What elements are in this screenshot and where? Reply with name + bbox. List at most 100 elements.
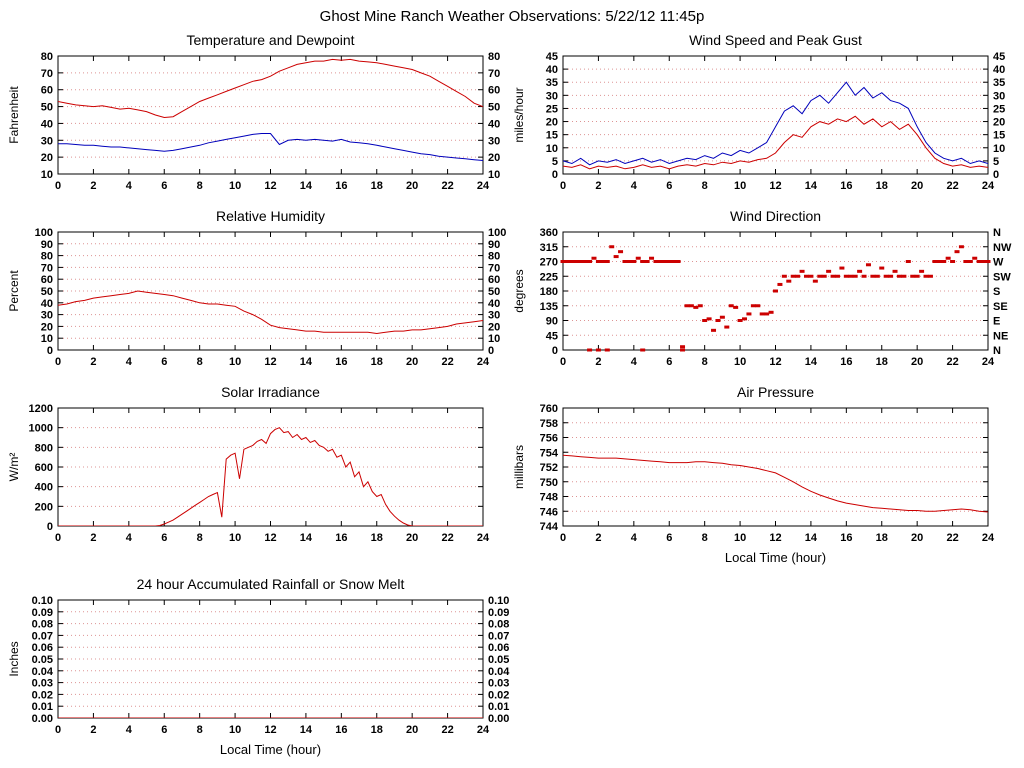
chart-title: Relative Humidity: [216, 208, 325, 224]
svg-text:0.02: 0.02: [32, 689, 53, 701]
svg-text:30: 30: [546, 90, 558, 102]
svg-text:0: 0: [552, 345, 558, 357]
svg-text:10: 10: [993, 143, 1005, 155]
svg-text:14: 14: [300, 356, 313, 368]
svg-text:45: 45: [993, 51, 1005, 63]
svg-text:22: 22: [946, 180, 958, 192]
svg-text:20: 20: [488, 152, 500, 164]
svg-text:16: 16: [840, 180, 852, 192]
svg-text:50: 50: [41, 102, 53, 114]
svg-text:6: 6: [161, 532, 167, 544]
svg-text:60: 60: [41, 274, 53, 286]
svg-text:0: 0: [552, 169, 558, 181]
svg-text:24: 24: [477, 180, 490, 192]
svg-text:20: 20: [911, 532, 923, 544]
svg-text:8: 8: [197, 532, 203, 544]
chart-plot: 0.00 0.000.01 0.010.02 0.020.03 0.030.04 0.04…: [7, 595, 510, 736]
svg-text:22: 22: [441, 356, 453, 368]
svg-text:0: 0: [560, 356, 566, 368]
svg-text:10: 10: [488, 169, 500, 181]
chart-title: Temperature and Dewpoint: [186, 32, 355, 48]
svg-text:18: 18: [371, 356, 383, 368]
svg-text:Percent: Percent: [7, 270, 21, 312]
svg-text:NE: NE: [993, 330, 1008, 342]
svg-text:10: 10: [734, 532, 746, 544]
svg-text:800: 800: [35, 442, 53, 454]
svg-text:30: 30: [993, 90, 1005, 102]
svg-text:20: 20: [406, 532, 418, 544]
svg-text:20: 20: [546, 117, 558, 129]
svg-text:0.01: 0.01: [488, 701, 509, 713]
svg-text:4: 4: [126, 532, 133, 544]
chart-title: 24 hour Accumulated Rainfall or Snow Mel…: [136, 576, 405, 592]
svg-text:14: 14: [805, 532, 818, 544]
svg-text:60: 60: [488, 274, 500, 286]
svg-text:40: 40: [41, 118, 53, 130]
svg-text:25: 25: [993, 103, 1005, 115]
svg-text:2: 2: [90, 356, 96, 368]
svg-text:22: 22: [946, 532, 958, 544]
svg-text:12: 12: [264, 180, 276, 192]
svg-text:760: 760: [540, 403, 558, 415]
svg-text:12: 12: [264, 356, 276, 368]
svg-text:24: 24: [982, 532, 995, 544]
svg-text:30: 30: [488, 310, 500, 322]
svg-text:SE: SE: [993, 301, 1008, 313]
svg-text:E: E: [993, 316, 1000, 328]
svg-text:0.05: 0.05: [488, 654, 509, 666]
svg-text:14: 14: [805, 180, 818, 192]
svg-text:2: 2: [90, 724, 96, 736]
svg-text:24: 24: [477, 532, 490, 544]
svg-text:1000: 1000: [29, 423, 53, 435]
svg-text:0: 0: [55, 356, 61, 368]
svg-text:20: 20: [406, 724, 418, 736]
svg-text:16: 16: [840, 532, 852, 544]
chart-relative-humidity: Relative Humidity 0 0 10 10 20 20 30 30 40 40 50 50 6…: [6, 206, 511, 374]
chart-title: Solar Irradiance: [221, 384, 320, 400]
svg-text:20: 20: [488, 321, 500, 333]
svg-text:18: 18: [371, 180, 383, 192]
svg-text:10: 10: [546, 143, 558, 155]
svg-text:40: 40: [488, 298, 500, 310]
chart-title: Wind Direction: [729, 208, 822, 224]
svg-text:10: 10: [229, 356, 241, 368]
svg-text:10: 10: [229, 180, 241, 192]
svg-text:24: 24: [982, 356, 995, 368]
svg-text:0.04: 0.04: [32, 666, 54, 678]
svg-text:90: 90: [41, 239, 53, 251]
svg-text:4: 4: [631, 356, 638, 368]
svg-text:6: 6: [666, 532, 672, 544]
svg-text:135: 135: [540, 301, 558, 313]
svg-text:0.08: 0.08: [488, 619, 509, 631]
svg-text:10: 10: [41, 169, 53, 181]
svg-text:0.04: 0.04: [488, 666, 510, 678]
svg-text:10: 10: [229, 724, 241, 736]
svg-text:0.09: 0.09: [32, 607, 53, 619]
svg-text:15: 15: [993, 130, 1005, 142]
svg-text:Fahrenheit: Fahrenheit: [7, 86, 21, 144]
svg-text:0: 0: [47, 345, 53, 357]
svg-text:746: 746: [540, 506, 558, 518]
svg-text:10: 10: [734, 180, 746, 192]
chart-solar-irradiance: Solar Irradiance 0 200 400 600 800 1000 1200 0 2 4…: [6, 382, 511, 566]
svg-text:8: 8: [702, 532, 708, 544]
svg-text:70: 70: [41, 68, 53, 80]
svg-text:50: 50: [488, 286, 500, 298]
svg-text:1200: 1200: [29, 403, 53, 415]
svg-text:0: 0: [47, 521, 53, 533]
svg-text:20: 20: [911, 356, 923, 368]
svg-text:24: 24: [477, 724, 490, 736]
svg-text:180: 180: [540, 286, 558, 298]
svg-text:0.00: 0.00: [32, 713, 53, 725]
x-axis-label: Local Time (hour): [724, 550, 827, 565]
svg-text:315: 315: [540, 242, 558, 254]
charts-grid: Temperature and Dewpoint 10 10 20 20 30 30 40 40…: [0, 30, 1024, 758]
svg-text:W/m²: W/m²: [7, 453, 21, 482]
svg-text:4: 4: [126, 356, 133, 368]
svg-text:0.02: 0.02: [488, 689, 509, 701]
svg-text:30: 30: [41, 310, 53, 322]
svg-text:14: 14: [300, 532, 313, 544]
svg-text:12: 12: [264, 724, 276, 736]
